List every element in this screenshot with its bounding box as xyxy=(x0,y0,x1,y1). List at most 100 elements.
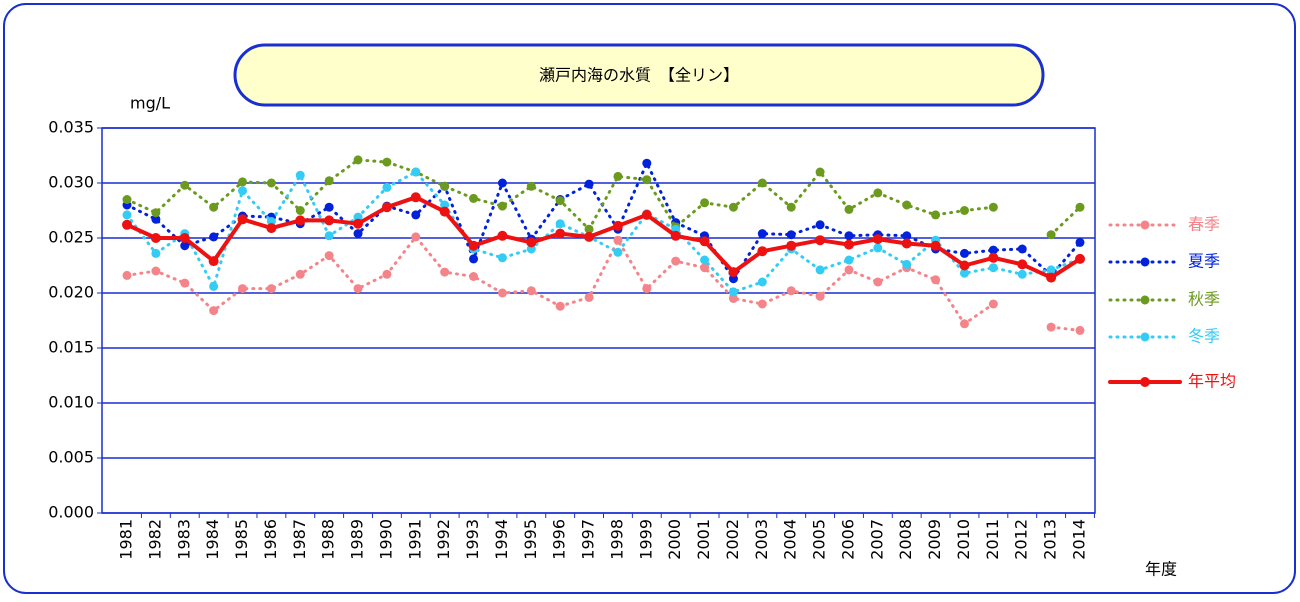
title-box xyxy=(233,43,1045,107)
data-point xyxy=(469,254,479,264)
data-point xyxy=(844,231,854,241)
legend-marker xyxy=(1140,257,1150,267)
x-tick-label: 1997 xyxy=(579,519,598,560)
data-point xyxy=(151,214,161,224)
legend-marker xyxy=(1140,295,1150,305)
x-tick-label: 2005 xyxy=(810,519,829,560)
x-tick-label: 1989 xyxy=(348,519,367,560)
x-tick-label: 2007 xyxy=(867,519,886,560)
data-point xyxy=(988,202,998,212)
data-point xyxy=(1017,269,1027,279)
data-point xyxy=(295,269,305,279)
data-point xyxy=(382,269,392,279)
data-point xyxy=(988,263,998,273)
data-point xyxy=(439,206,450,217)
x-tick-label: 1985 xyxy=(232,519,251,560)
data-point xyxy=(844,265,854,275)
data-point xyxy=(902,259,912,269)
data-point xyxy=(497,288,507,298)
x-tick-label: 2006 xyxy=(838,519,857,560)
data-point xyxy=(902,200,912,210)
x-tick-label: 2014 xyxy=(1070,519,1089,560)
data-point xyxy=(526,286,536,296)
y-axis-label: mg/L xyxy=(130,94,170,113)
data-point xyxy=(959,268,969,278)
data-point xyxy=(844,255,854,265)
data-point xyxy=(151,266,161,276)
data-point xyxy=(353,229,363,239)
y-tick-label: 0.035 xyxy=(48,118,94,137)
data-point xyxy=(1046,230,1056,240)
data-point xyxy=(584,179,594,189)
x-tick-label: 2009 xyxy=(925,519,944,560)
data-point xyxy=(469,193,479,203)
data-point xyxy=(440,267,450,277)
data-point xyxy=(209,306,219,316)
data-point xyxy=(179,233,190,243)
x-tick-label: 2008 xyxy=(896,519,915,560)
data-point xyxy=(324,202,334,212)
data-point xyxy=(901,238,912,249)
data-point xyxy=(786,240,797,251)
legend-marker xyxy=(1140,377,1150,387)
data-point xyxy=(526,237,537,248)
series-line xyxy=(125,195,1082,280)
data-point xyxy=(209,232,219,242)
data-point xyxy=(815,220,825,230)
data-point xyxy=(902,231,912,241)
data-point xyxy=(555,228,566,239)
data-point xyxy=(180,241,190,251)
data-point xyxy=(1075,237,1085,247)
data-point xyxy=(786,230,796,240)
data-point xyxy=(295,215,306,226)
data-point xyxy=(208,256,219,267)
data-point xyxy=(353,218,364,229)
series-line xyxy=(1049,205,1082,237)
data-point xyxy=(873,277,883,287)
data-point xyxy=(757,299,767,309)
data-point xyxy=(238,177,248,187)
data-point xyxy=(150,233,161,243)
data-point xyxy=(728,294,738,303)
data-point xyxy=(266,178,276,188)
data-point xyxy=(497,230,508,241)
x-tick-label: 1988 xyxy=(319,519,338,560)
legend-label: 年平均 xyxy=(1188,372,1236,391)
data-point xyxy=(526,181,536,191)
data-point xyxy=(728,267,739,278)
data-point xyxy=(757,246,768,257)
plot-area xyxy=(101,127,1096,514)
data-point xyxy=(786,286,796,296)
x-tick-label: 1983 xyxy=(174,519,193,560)
data-point xyxy=(815,167,825,177)
data-point xyxy=(642,158,652,168)
y-tick-label: 0.000 xyxy=(48,503,94,522)
data-point xyxy=(959,319,969,329)
data-point xyxy=(815,291,825,301)
x-tick-label: 1981 xyxy=(117,519,136,560)
y-tick-label: 0.005 xyxy=(48,448,94,467)
x-tick-label: 2012 xyxy=(1012,519,1031,560)
data-point xyxy=(238,284,248,294)
data-point xyxy=(324,231,334,241)
data-point xyxy=(411,232,421,242)
y-tick-label: 0.020 xyxy=(48,283,94,302)
data-point xyxy=(786,202,796,212)
chart-title: 瀬戸内海の水質 【全リン】 xyxy=(539,66,739,85)
data-point xyxy=(843,239,854,250)
data-point xyxy=(266,223,277,234)
x-tick-label: 1996 xyxy=(550,519,569,560)
data-point xyxy=(381,202,392,213)
y-tick-label: 0.030 xyxy=(48,173,94,192)
data-point xyxy=(1075,253,1085,264)
data-point xyxy=(122,210,132,220)
data-point xyxy=(959,248,969,258)
data-point xyxy=(1046,265,1056,275)
data-point xyxy=(872,234,883,245)
x-tick-label: 1986 xyxy=(261,519,280,560)
legend-label: 夏季 xyxy=(1188,252,1220,271)
data-point xyxy=(612,220,623,231)
data-point xyxy=(584,292,594,302)
data-point xyxy=(151,208,161,218)
data-point xyxy=(700,263,710,273)
